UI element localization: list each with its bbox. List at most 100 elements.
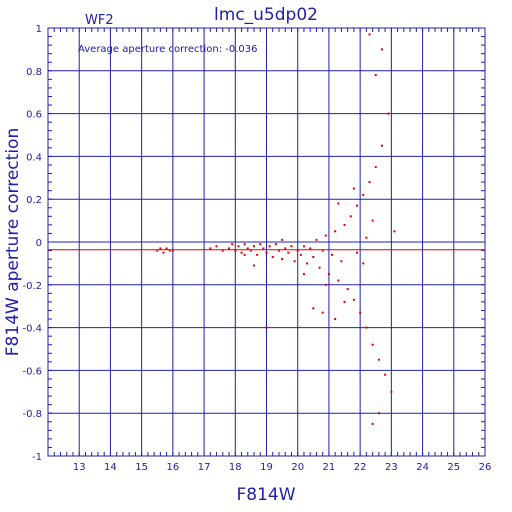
- data-point: [253, 245, 256, 248]
- data-point: [362, 262, 365, 265]
- data-point: [165, 247, 168, 250]
- data-point: [259, 243, 262, 246]
- data-point: [253, 264, 256, 267]
- x-tick-label: 16: [166, 462, 179, 473]
- data-point: [393, 230, 396, 233]
- data-point: [209, 247, 212, 250]
- data-point: [387, 112, 390, 115]
- data-point: [302, 245, 305, 248]
- data-point: [284, 247, 287, 250]
- x-tick-label: 13: [73, 462, 86, 473]
- x-tick-label: 17: [198, 462, 211, 473]
- y-tick-label: -0.2: [22, 281, 42, 292]
- data-point: [343, 223, 346, 226]
- average-annotation: Average aperture correction: -0.036: [78, 44, 258, 55]
- data-point: [340, 260, 343, 263]
- data-point: [380, 48, 383, 51]
- data-point: [243, 243, 246, 246]
- data-point: [374, 74, 377, 77]
- data-point: [352, 298, 355, 301]
- data-point: [281, 258, 284, 261]
- data-point: [324, 283, 327, 286]
- minor-ticks: [47, 27, 486, 457]
- y-tick-label: 0: [36, 238, 42, 249]
- x-axis-label: F814W: [236, 485, 295, 505]
- data-point: [371, 422, 374, 425]
- data-point: [371, 219, 374, 222]
- data-point: [243, 253, 246, 256]
- x-tick-label: 15: [135, 462, 148, 473]
- data-point: [324, 234, 327, 237]
- data-point: [356, 251, 359, 254]
- data-point: [334, 230, 337, 233]
- x-tick-label: 24: [416, 462, 429, 473]
- data-point: [359, 311, 362, 314]
- y-tick-label: 0.6: [26, 110, 42, 121]
- y-tick-label: 1: [36, 24, 42, 35]
- panel-label: WF2: [85, 13, 114, 28]
- data-point: [321, 311, 324, 314]
- data-point: [156, 249, 159, 252]
- data-point: [296, 249, 299, 252]
- y-tick-label: 0.2: [26, 195, 42, 206]
- data-point: [277, 249, 280, 252]
- data-point: [306, 262, 309, 265]
- data-point: [237, 245, 240, 248]
- data-point: [380, 144, 383, 147]
- data-point: [365, 236, 368, 239]
- data-point: [390, 390, 393, 393]
- x-tick-label: 20: [291, 462, 304, 473]
- y-axis-label: F814W aperture correction: [3, 128, 23, 356]
- grid-lines: [48, 27, 486, 457]
- x-tick-label: 23: [385, 462, 398, 473]
- data-points: [156, 33, 396, 425]
- data-point: [228, 247, 231, 250]
- y-tick-label: 0.4: [26, 152, 42, 163]
- y-tick-label: -0.8: [22, 409, 42, 420]
- data-point: [334, 318, 337, 321]
- data-point: [246, 247, 249, 250]
- data-point: [234, 249, 237, 252]
- data-point: [268, 245, 271, 248]
- data-point: [240, 251, 243, 254]
- data-point: [368, 181, 371, 184]
- data-point: [337, 279, 340, 282]
- data-point: [309, 247, 312, 250]
- data-point: [281, 238, 284, 241]
- data-point: [384, 373, 387, 376]
- y-tick-label: -0.6: [22, 366, 42, 377]
- chart-title: lmc_u5dp02: [214, 5, 318, 25]
- data-point: [215, 245, 218, 248]
- data-point: [371, 343, 374, 346]
- data-point: [362, 193, 365, 196]
- data-point: [377, 358, 380, 361]
- data-point: [318, 266, 321, 269]
- data-point: [377, 412, 380, 415]
- data-point: [346, 288, 349, 291]
- data-point: [349, 215, 352, 218]
- data-point: [274, 243, 277, 246]
- data-point: [271, 255, 274, 258]
- x-tick-labels: 13 14 15 16 17 18 19 20 21 22 23 24 25 26: [73, 462, 492, 473]
- x-tick-label: 19: [260, 462, 273, 473]
- data-point: [365, 326, 368, 329]
- x-tick-label: 25: [447, 462, 460, 473]
- data-point: [312, 307, 315, 310]
- data-point: [287, 251, 290, 254]
- data-point: [368, 33, 371, 36]
- data-point: [352, 187, 355, 190]
- data-point: [293, 260, 296, 263]
- data-point: [356, 204, 359, 207]
- data-point: [256, 253, 259, 256]
- data-point: [171, 249, 174, 252]
- data-point: [302, 273, 305, 276]
- data-point: [265, 251, 268, 254]
- y-tick-label: -0.4: [22, 324, 42, 335]
- x-tick-label: 26: [479, 462, 492, 473]
- y-tick-labels: -1 -0.8 -0.6 -0.4 -0.2 0 0.2 0.4 0.6 0.8 1: [22, 24, 42, 463]
- data-point: [299, 253, 302, 256]
- data-point: [343, 300, 346, 303]
- y-tick-label: -1: [32, 452, 42, 463]
- data-point: [337, 202, 340, 205]
